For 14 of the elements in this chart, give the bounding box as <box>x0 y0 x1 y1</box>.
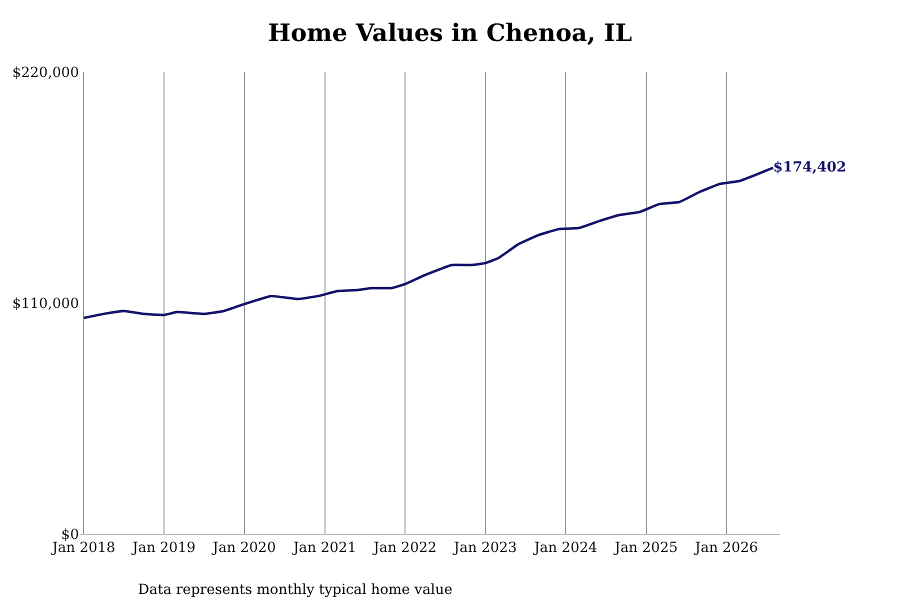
x-tick-label: Jan 2020 <box>210 540 276 556</box>
x-tick-label: Jan 2024 <box>532 540 598 556</box>
x-tick-label: Jan 2022 <box>372 540 437 556</box>
y-tick-label: $110,000 <box>12 296 79 312</box>
x-tick-label: Jan 2021 <box>291 540 356 556</box>
x-tick-label: Jan 2023 <box>452 540 517 556</box>
x-tick-label: Jan 2025 <box>612 540 678 556</box>
data-label: $174,402 <box>773 159 846 176</box>
text: Data represents monthly typical home value <box>138 582 452 598</box>
line-series <box>82 166 774 320</box>
x-tick-label: Jan 2019 <box>130 540 196 556</box>
x-tick-label: Jan 2026 <box>693 540 758 556</box>
y-tick-label: $220,000 <box>12 64 79 81</box>
chart-title: Home Values in Chenoa, IL <box>268 18 632 47</box>
